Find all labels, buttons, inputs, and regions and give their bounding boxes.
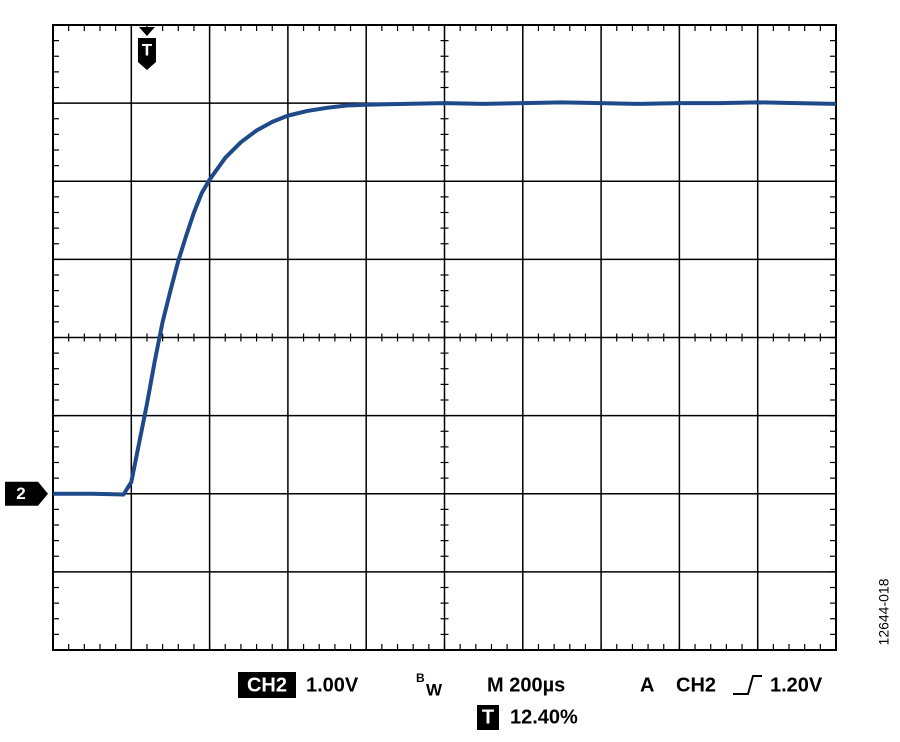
readout-trigger-mode: A bbox=[640, 674, 654, 696]
readout-timebase: M 200µs bbox=[487, 674, 565, 696]
trigger-pos: 12.40% bbox=[510, 706, 578, 728]
readout-trigger-channel: CH2 bbox=[676, 674, 716, 696]
trigger-pos-box bbox=[477, 705, 499, 730]
readout-trigger-level: 1.20V bbox=[770, 674, 823, 696]
trigger-pos-label: T bbox=[482, 706, 494, 728]
readout-channel: CH2 bbox=[247, 674, 287, 696]
waveform bbox=[53, 100, 837, 497]
figure-id: 12644-018 bbox=[876, 578, 892, 645]
readout-bw-w: W bbox=[426, 680, 443, 699]
trigger-marker bbox=[137, 27, 156, 70]
channel-marker bbox=[5, 481, 48, 506]
channel-box bbox=[238, 672, 296, 698]
trigger-marker-label: T bbox=[142, 40, 153, 59]
channel-marker-label: 2 bbox=[16, 484, 25, 503]
edge-symbol bbox=[733, 675, 762, 695]
readout-bw-b: B bbox=[416, 671, 425, 685]
readout-scale: 1.00V bbox=[306, 674, 359, 696]
